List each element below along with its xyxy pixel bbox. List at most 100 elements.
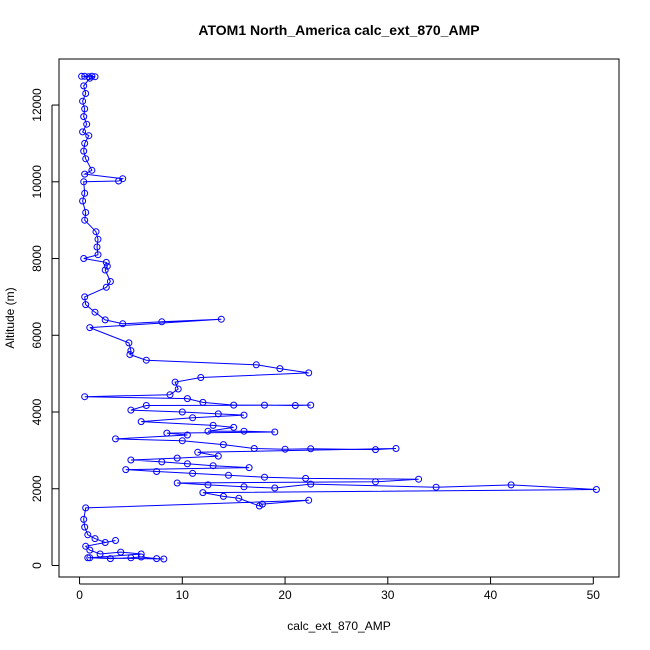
data-point [183, 460, 191, 468]
data-point [102, 258, 110, 266]
y-tick-label: 8000 [30, 245, 44, 272]
data-point [92, 228, 100, 236]
data-point [81, 189, 89, 197]
data-point [85, 132, 93, 140]
data-point [82, 301, 90, 309]
data-point [101, 266, 109, 274]
data-point [81, 105, 89, 113]
data-point [103, 262, 111, 270]
data-point [79, 128, 87, 136]
x-tick-label: 0 [76, 588, 83, 602]
data-point [101, 316, 109, 324]
data-point [173, 479, 181, 487]
x-axis-label: calc_ext_870_AMP [287, 619, 390, 633]
x-tick-label: 20 [278, 588, 292, 602]
data-point [250, 445, 258, 452]
y-tick-label: 4000 [30, 398, 44, 425]
data-point [240, 427, 248, 435]
data-point [137, 418, 145, 426]
data-point [307, 445, 315, 453]
data-point [79, 97, 87, 105]
data-point [281, 445, 289, 453]
data-point [302, 474, 310, 482]
chart-title: ATOM1 North_America calc_ext_870_AMP [198, 22, 479, 38]
y-tick-label: 10000 [30, 165, 44, 199]
data-point [261, 401, 268, 409]
data-point [214, 410, 222, 418]
data-point [80, 255, 88, 262]
data-point [199, 489, 207, 497]
data-point [137, 553, 145, 561]
plot-frame [58, 58, 620, 578]
data-point [80, 147, 88, 155]
data-point [91, 308, 99, 316]
data-point [194, 448, 202, 456]
data-point [93, 243, 101, 251]
data-point [183, 431, 191, 439]
data-point [82, 209, 90, 216]
data-point [91, 535, 99, 543]
data-point [101, 539, 109, 546]
data-point [307, 401, 315, 409]
data-point [189, 414, 197, 422]
data-point [84, 554, 92, 562]
data-point [153, 555, 161, 563]
data-point [102, 283, 110, 291]
data-point [94, 235, 102, 243]
data-point [127, 347, 135, 355]
data-point [240, 483, 248, 491]
data-point [81, 139, 89, 147]
data-point [142, 402, 150, 409]
data-point [271, 484, 279, 492]
data-point [86, 324, 94, 332]
data-point [119, 320, 127, 328]
data-point [158, 458, 166, 466]
data-point [81, 216, 89, 224]
data-point [415, 475, 423, 483]
data-point [86, 74, 94, 82]
data-point [240, 411, 248, 419]
data-point [127, 456, 135, 464]
data-point [80, 113, 88, 121]
data-point [112, 435, 119, 443]
y-tick-label: 12000 [30, 88, 44, 122]
data-point [305, 369, 313, 377]
data-point [153, 468, 161, 475]
data-point [392, 445, 400, 452]
data-point [96, 550, 104, 558]
data-point [178, 408, 186, 416]
data-point [163, 429, 171, 437]
data-point [171, 378, 179, 386]
data-point [230, 423, 238, 431]
data-point [209, 421, 217, 429]
data-point [81, 293, 89, 301]
data-point [127, 554, 135, 562]
x-tick-label: 50 [587, 588, 601, 602]
data-point [106, 278, 114, 285]
data-point [183, 395, 191, 403]
data-point [372, 446, 379, 454]
data-point [261, 473, 268, 481]
data-point [86, 546, 94, 554]
data-point [209, 462, 217, 470]
data-point [83, 120, 91, 128]
data-point [80, 82, 88, 90]
data-point [81, 523, 89, 531]
series-line [81, 75, 597, 560]
data-point [235, 494, 243, 502]
x-axis: 0 10 20 30 40 50 [76, 577, 600, 602]
data-point [204, 427, 212, 435]
data-point [217, 315, 225, 323]
data-point [117, 548, 125, 556]
data-point [82, 504, 90, 512]
data-point [122, 466, 130, 474]
x-tick-label: 10 [176, 588, 190, 602]
data-point [78, 72, 86, 80]
data-point [127, 406, 135, 414]
data-point [160, 555, 168, 563]
data-point [80, 178, 88, 186]
data-point [178, 437, 186, 445]
data-point [158, 318, 166, 326]
data-point [137, 550, 145, 558]
data-point [126, 351, 134, 358]
